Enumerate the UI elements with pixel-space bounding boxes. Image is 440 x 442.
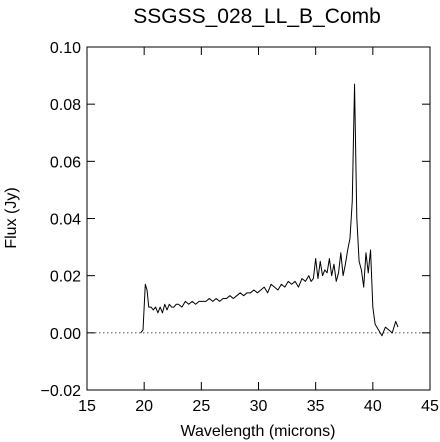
x-tick-label: 35 [307, 398, 325, 415]
y-tick-label: 0.00 [50, 326, 81, 343]
x-axis-ticks: 15 20 25 30 35 40 45 [78, 47, 439, 415]
series-layer [140, 83, 399, 337]
y-axis-label: Flux (Jy) [3, 187, 20, 248]
x-tick-label: 20 [135, 398, 153, 415]
spectrum-line [140, 83, 399, 337]
x-axis-label: Wavelength (microns) [180, 423, 335, 440]
y-tick-label: −0.02 [41, 383, 82, 400]
y-tick-label: 0.06 [50, 154, 81, 171]
x-tick-label: 15 [78, 398, 96, 415]
y-tick-label: 0.04 [50, 212, 81, 229]
y-tick-label: 0.08 [50, 97, 81, 114]
chart-title: SSGSS_028_LL_B_Comb [133, 5, 381, 28]
x-tick-label: 30 [250, 398, 268, 415]
y-tick-label: 0.02 [50, 269, 81, 286]
x-tick-label: 25 [192, 398, 210, 415]
x-tick-label: 40 [364, 398, 382, 415]
x-tick-label: 45 [421, 398, 439, 415]
y-axis-ticks: −0.02 0.00 0.02 0.04 0.06 0.08 0.10 [41, 40, 430, 400]
y-tick-label: 0.10 [50, 40, 81, 57]
plot-frame [86, 46, 431, 391]
